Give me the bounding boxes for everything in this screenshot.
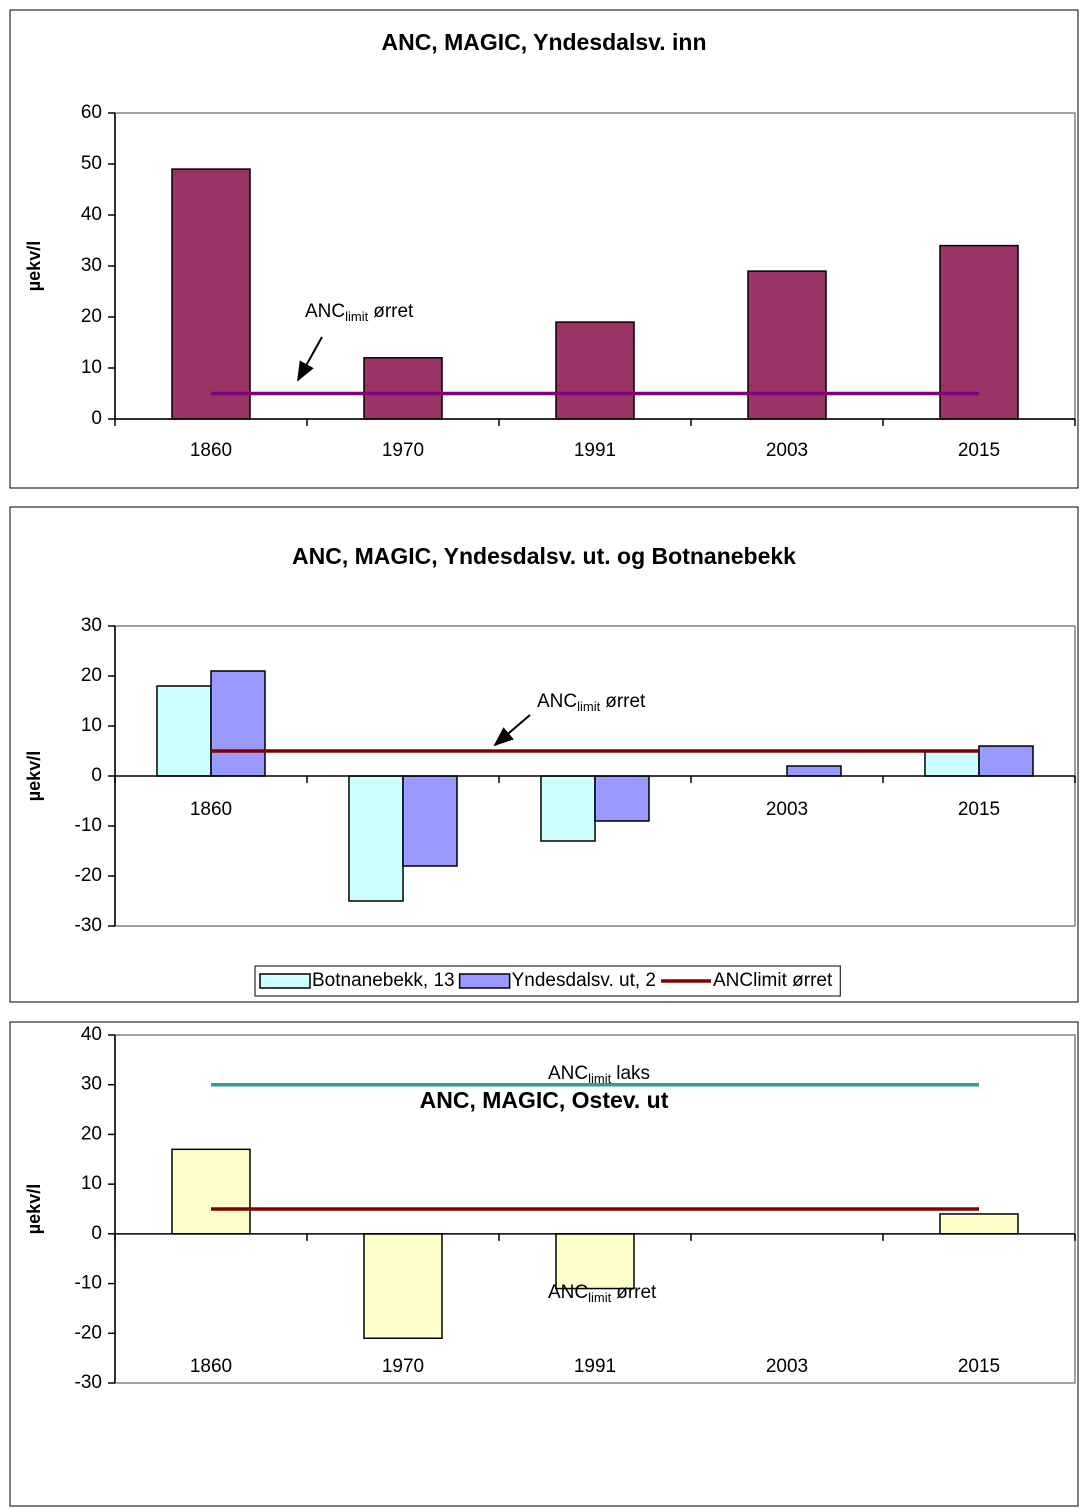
annotation-sub: limit bbox=[577, 699, 600, 714]
annotation-text: ANC bbox=[548, 1063, 588, 1084]
bar bbox=[939, 244, 1019, 420]
y-tick-label: -10 bbox=[75, 1273, 102, 1294]
y-axis-label: µekv/l bbox=[24, 241, 44, 291]
x-tick-label: 1970 bbox=[382, 1356, 424, 1377]
y-tick-label: 20 bbox=[81, 306, 102, 327]
annotation-rest: laks bbox=[616, 1063, 650, 1084]
bar bbox=[171, 1148, 251, 1235]
bar bbox=[555, 321, 635, 420]
x-tick-label: 1860 bbox=[190, 1356, 232, 1377]
legend-label: Botnanebekk, 13 bbox=[312, 970, 455, 991]
x-tick-label: 1970 bbox=[382, 440, 424, 461]
legend-label: Yndesdalsv. ut, 2 bbox=[512, 970, 656, 991]
bar bbox=[402, 775, 458, 867]
chart-frame bbox=[9, 9, 1079, 489]
annotation-rest: ørret bbox=[605, 691, 646, 712]
bar bbox=[210, 670, 266, 777]
y-tick-label: 20 bbox=[81, 1123, 102, 1144]
chart-title: ANC, MAGIC, Yndesdalsv. inn bbox=[381, 29, 706, 55]
annotation: ANClimit ørret bbox=[548, 1282, 657, 1305]
y-tick-label: -30 bbox=[75, 1372, 102, 1393]
x-tick-label: 1991 bbox=[574, 440, 616, 461]
y-tick-label: -10 bbox=[75, 815, 102, 836]
y-tick-label: 10 bbox=[81, 715, 102, 736]
chart-frame bbox=[9, 1021, 1079, 1507]
bar bbox=[363, 357, 443, 420]
y-tick-label: 20 bbox=[81, 665, 102, 686]
y-tick-label: 0 bbox=[91, 765, 102, 786]
x-tick-label: 2003 bbox=[766, 440, 808, 461]
annotation-arrow bbox=[493, 714, 531, 747]
annotation-rest: ørret bbox=[616, 1282, 657, 1303]
y-tick-label: 60 bbox=[81, 102, 102, 123]
y-tick-label: -20 bbox=[75, 865, 102, 886]
y-tick-label: -20 bbox=[75, 1322, 102, 1343]
annotation-sub: limit bbox=[588, 1071, 611, 1086]
chart-title: ANC, MAGIC, Ostev. ut bbox=[420, 1087, 669, 1113]
y-tick-label: 30 bbox=[81, 1074, 102, 1095]
annotation-rest: ørret bbox=[373, 301, 414, 322]
bar bbox=[555, 1233, 635, 1290]
annotation-sub: limit bbox=[345, 309, 368, 324]
x-tick-label: 2003 bbox=[766, 799, 808, 820]
bar bbox=[939, 1213, 1019, 1235]
bar bbox=[594, 775, 650, 822]
x-tick-label: 1860 bbox=[190, 440, 232, 461]
annotation-text: ANC bbox=[548, 1282, 588, 1303]
y-tick-label: 10 bbox=[81, 1173, 102, 1194]
legend-box bbox=[254, 965, 841, 997]
bar bbox=[171, 168, 251, 420]
legend-swatch bbox=[259, 973, 311, 989]
bar bbox=[786, 765, 842, 777]
y-tick-label: 30 bbox=[81, 255, 102, 276]
legend-swatch bbox=[458, 973, 511, 989]
legend-label: ANClimit ørret bbox=[713, 970, 833, 991]
x-tick-label: 2015 bbox=[958, 440, 1000, 461]
y-tick-label: 50 bbox=[81, 153, 102, 174]
y-axis-label: µekv/l bbox=[24, 1184, 44, 1234]
annotation: ANClimit ørret bbox=[537, 691, 646, 714]
y-tick-label: -30 bbox=[75, 915, 102, 936]
x-tick-label: 2015 bbox=[958, 799, 1000, 820]
bar bbox=[747, 270, 827, 420]
bar bbox=[156, 685, 212, 777]
annotation: ANClimit ørret bbox=[305, 301, 414, 324]
y-tick-label: 40 bbox=[81, 1024, 102, 1045]
y-tick-label: 40 bbox=[81, 204, 102, 225]
x-tick-label: 1860 bbox=[190, 799, 232, 820]
chart-title: ANC, MAGIC, Yndesdalsv. ut. og Botnanebe… bbox=[292, 543, 796, 569]
x-tick-label: 2003 bbox=[766, 1356, 808, 1377]
bar bbox=[978, 745, 1034, 777]
annotation: ANClimit laks bbox=[548, 1063, 650, 1086]
y-tick-label: 10 bbox=[81, 357, 102, 378]
bar bbox=[540, 775, 596, 842]
y-tick-label: 0 bbox=[91, 1223, 102, 1244]
y-tick-label: 30 bbox=[81, 615, 102, 636]
x-tick-label: 2015 bbox=[958, 1356, 1000, 1377]
x-tick-label: 1991 bbox=[574, 1356, 616, 1377]
y-axis-label: µekv/l bbox=[24, 751, 44, 801]
annotation-text: ANC bbox=[537, 691, 577, 712]
annotation-sub: limit bbox=[588, 1290, 611, 1305]
bar bbox=[363, 1233, 443, 1340]
y-tick-label: 0 bbox=[91, 408, 102, 429]
legend: Botnanebekk, 13 Yndesdalsv. ut, 2 ANClimit… bbox=[254, 965, 841, 997]
bar bbox=[348, 775, 404, 902]
annotation-arrow bbox=[297, 336, 323, 382]
bar bbox=[924, 750, 980, 777]
annotation-text: ANC bbox=[305, 301, 345, 322]
